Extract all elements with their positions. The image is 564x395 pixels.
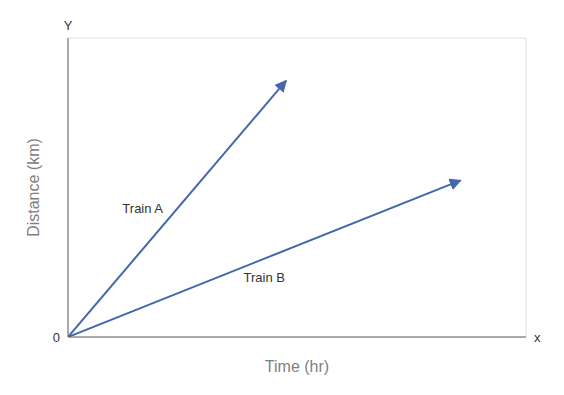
svg-text:Train A: Train A: [122, 201, 163, 216]
svg-text:Distance (km): Distance (km): [25, 138, 42, 237]
svg-text:Train B: Train B: [244, 270, 285, 285]
svg-text:Time (hr): Time (hr): [265, 358, 329, 375]
svg-text:0: 0: [53, 330, 60, 345]
svg-text:Y: Y: [64, 18, 73, 33]
svg-text:x: x: [534, 330, 541, 345]
